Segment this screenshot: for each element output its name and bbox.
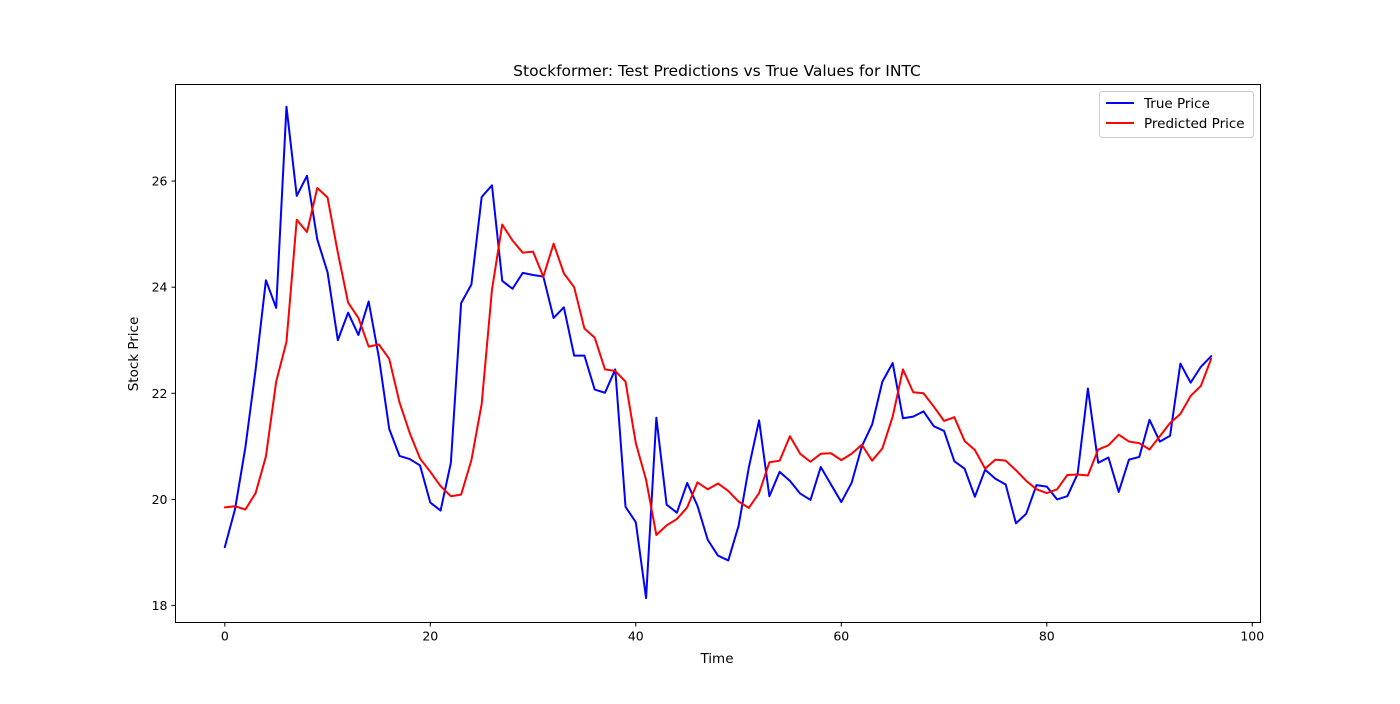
chart-title: Stockformer: Test Predictions vs True Va… — [513, 62, 921, 80]
x-tick-label: 0 — [221, 629, 229, 644]
y-tick-label: 24 — [152, 280, 168, 295]
y-tick-label: 18 — [152, 598, 168, 613]
y-tick-label: 20 — [152, 492, 168, 507]
series-line-true-price — [223, 105, 1213, 600]
y-axis-label: Stock Price — [126, 317, 142, 392]
y-tick-label: 26 — [152, 174, 168, 189]
x-tick-label: 80 — [1039, 629, 1055, 644]
x-tick-label: 20 — [422, 629, 438, 644]
legend: True Price Predicted Price — [1099, 91, 1254, 138]
y-axis: 18 20 22 24 26 — [152, 174, 176, 613]
x-axis: 0 20 40 60 80 100 — [221, 622, 1264, 644]
x-tick-label: 100 — [1240, 629, 1264, 644]
y-tick-label: 22 — [152, 386, 168, 401]
plot-area — [223, 105, 1213, 600]
legend-label-predicted-price: Predicted Price — [1144, 116, 1245, 132]
x-tick-label: 40 — [628, 629, 644, 644]
series-line-predicted-price — [223, 186, 1213, 536]
x-axis-label: Time — [699, 651, 733, 667]
legend-box — [1099, 91, 1254, 138]
legend-label-true-price: True Price — [1143, 96, 1210, 112]
plot-frame — [175, 84, 1261, 623]
x-tick-label: 60 — [833, 629, 849, 644]
